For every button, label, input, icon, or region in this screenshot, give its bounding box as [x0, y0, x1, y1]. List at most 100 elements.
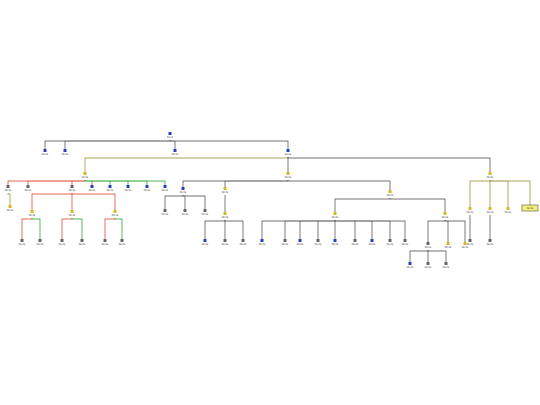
node-icon	[333, 239, 337, 242]
edge	[489, 180, 531, 205]
node-label: Node	[332, 215, 339, 219]
edge	[84, 157, 289, 172]
node-icon	[70, 185, 74, 188]
node-label: Node	[62, 152, 69, 156]
edge	[7, 193, 11, 205]
node-label: Node	[425, 265, 432, 269]
node-label: Node	[387, 193, 394, 197]
node-label: Node	[89, 188, 96, 192]
node-label: Root	[167, 135, 173, 139]
node-label: Node	[462, 245, 469, 249]
node-label: Node	[285, 152, 292, 156]
node-icon	[30, 210, 34, 213]
node-icon	[286, 172, 290, 175]
node-label: Node	[69, 188, 76, 192]
node-icon	[163, 185, 167, 188]
node-icon	[8, 205, 12, 208]
node-label: Node	[467, 242, 474, 246]
node-icon	[223, 187, 227, 190]
node-label: Node	[387, 242, 394, 246]
node-label: Node	[222, 215, 229, 219]
edge	[427, 250, 447, 262]
edge	[114, 218, 123, 239]
edge	[31, 218, 41, 239]
node-label: Node	[425, 245, 432, 249]
node-label: Node	[7, 208, 14, 212]
node-icon	[63, 149, 67, 152]
node-icon	[173, 149, 177, 152]
node-label: Node	[467, 210, 474, 214]
node-icon	[163, 209, 167, 212]
node-label: Node	[369, 242, 376, 246]
edge	[21, 218, 33, 239]
node-label: Node	[107, 188, 114, 192]
node-icon	[168, 132, 172, 135]
edge	[284, 220, 336, 239]
edge	[169, 140, 289, 149]
node-icon	[223, 239, 227, 242]
node-icon	[70, 210, 74, 213]
edge	[317, 220, 336, 239]
edge	[224, 220, 244, 239]
node-label: Node	[202, 242, 209, 246]
node-label: Node	[25, 188, 32, 192]
edge	[469, 180, 491, 207]
node-icon	[403, 239, 407, 242]
edge	[84, 180, 166, 185]
edge	[224, 180, 289, 187]
node-icon	[333, 212, 337, 215]
node-label: Node	[37, 242, 44, 246]
node-label: Node	[182, 212, 189, 216]
node-label: Node	[202, 212, 209, 216]
node-icon	[426, 262, 430, 265]
edge	[334, 220, 391, 239]
node-icon	[260, 239, 264, 242]
node-label: Node	[180, 190, 187, 194]
node-label: Node	[112, 213, 119, 217]
node-icon	[103, 239, 107, 242]
node-label: Node	[144, 188, 151, 192]
node-label: Node	[42, 152, 49, 156]
edge	[334, 220, 406, 239]
node-label: Node	[282, 242, 289, 246]
node-icon	[26, 185, 30, 188]
node-label: Node	[352, 242, 359, 246]
node-label: Node	[402, 242, 409, 246]
node-icon	[120, 239, 124, 242]
node-label: Node	[5, 188, 12, 192]
node-label: Node	[125, 188, 132, 192]
edge	[444, 220, 466, 242]
nodes: Root Node Node Node Node Node Node Node Node Node…	[5, 132, 539, 269]
node-label: Node	[172, 152, 179, 156]
node-icon	[20, 239, 24, 242]
node-icon	[241, 239, 245, 242]
node-icon	[60, 239, 64, 242]
edge	[334, 220, 356, 239]
node-label: Node	[407, 265, 414, 269]
edge	[204, 220, 226, 239]
node-label: Node	[240, 242, 247, 246]
node-icon	[83, 172, 87, 175]
edge	[71, 218, 83, 239]
node-label: Node	[222, 190, 229, 194]
node-icon	[463, 242, 467, 245]
node-label: Node	[442, 215, 449, 219]
node-icon	[408, 262, 412, 265]
node-icon	[203, 239, 207, 242]
node-label: Node	[445, 245, 452, 249]
edge	[409, 250, 429, 262]
node-icon	[113, 210, 117, 213]
node-icon	[446, 242, 450, 245]
edge	[287, 180, 391, 190]
edge	[334, 198, 391, 212]
edges	[7, 140, 531, 262]
node-label: Node	[29, 213, 36, 217]
node-icon	[444, 262, 448, 265]
edge	[182, 195, 186, 209]
node-label: Node	[19, 242, 26, 246]
node-label: Node	[119, 242, 126, 246]
node-icon	[506, 207, 510, 210]
edge	[389, 198, 446, 212]
edge	[31, 193, 73, 210]
